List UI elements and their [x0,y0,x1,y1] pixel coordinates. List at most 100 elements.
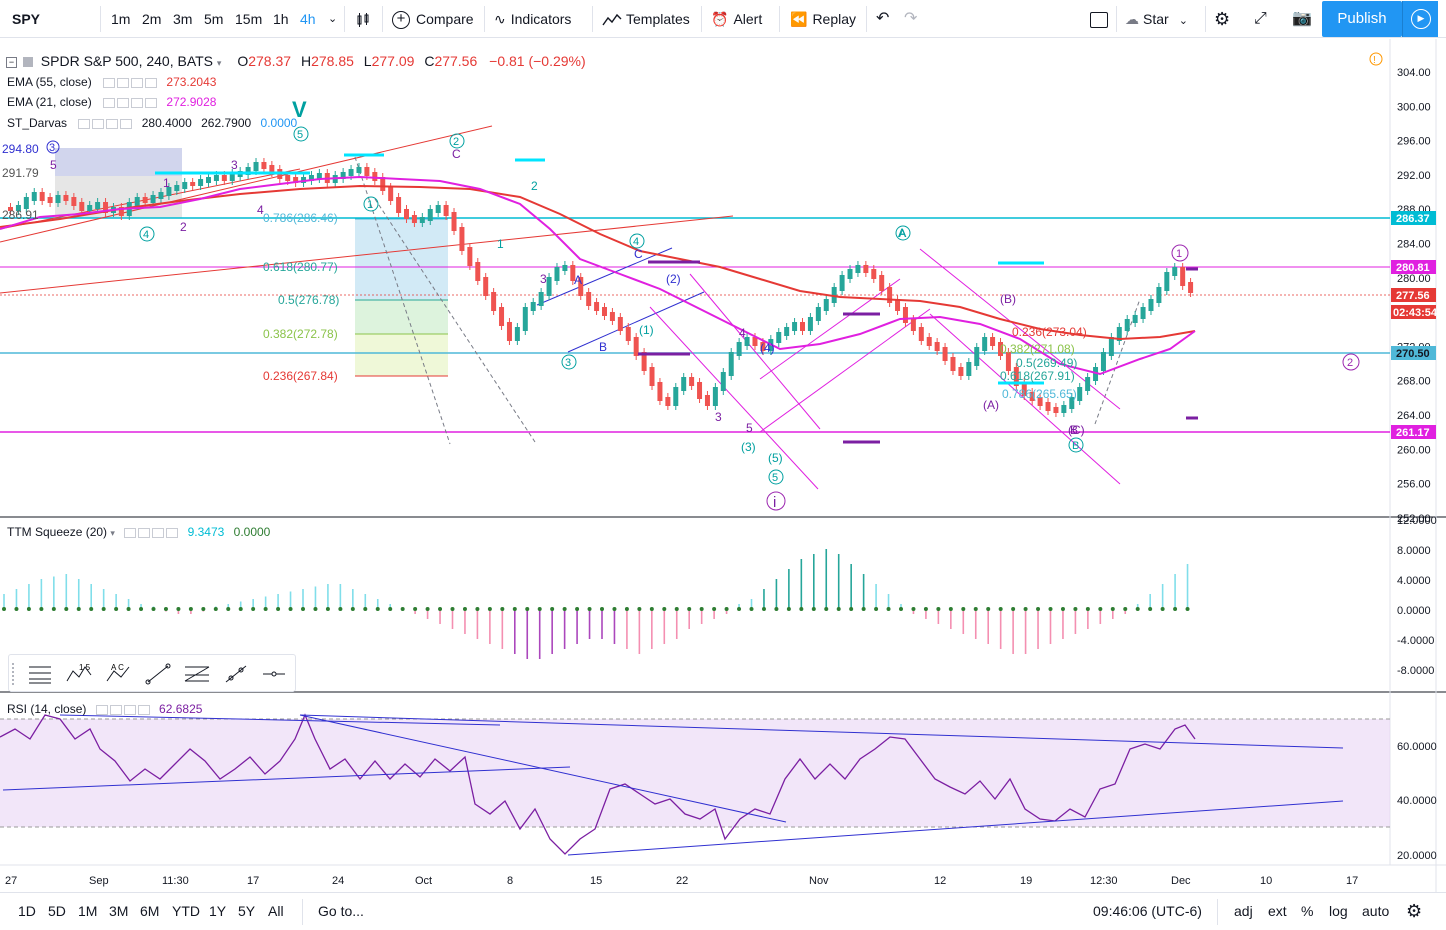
ema55-legend[interactable]: EMA (55, close) 273.2043 [7,75,217,89]
interval-5m[interactable]: 5m [204,11,224,27]
undo-icon[interactable]: ↶ [876,10,890,27]
magenta-channel[interactable] [649,306,819,490]
horizontal-line-icon[interactable] [261,663,287,685]
gear-icon[interactable]: ⚙ [1406,901,1423,921]
time-tick: 17 [1346,875,1358,887]
rsi-trendline[interactable] [567,800,1344,856]
candle [467,247,473,266]
camera-icon[interactable]: 📷 [1292,10,1312,27]
rsi-trendline[interactable] [299,714,1344,749]
interval-15m[interactable]: 15m [235,11,263,27]
squeeze-dot [263,607,268,611]
percent-toggle[interactable]: % [1301,903,1314,919]
main-legend[interactable]: − SPDR S&P 500, 240, BATS ▾ O278.37 H278… [6,53,586,69]
publish-menu-button[interactable]: ▶ [1402,1,1438,37]
squeeze-dot [948,607,953,611]
abc-wave-icon[interactable]: A C [105,663,133,685]
settings-boxes[interactable] [101,75,158,89]
squeeze-dot [400,607,405,611]
alert-button[interactable]: ⏰ Alert [711,11,763,27]
goto-button[interactable]: Go to... [318,903,364,919]
collapse-icon[interactable]: − [6,56,17,68]
fib-label: 0.382(272.78) [263,327,338,341]
elliott-wave-icon[interactable]: 1 5 [65,663,93,685]
trend-channel-lower[interactable] [0,215,734,294]
svg-text:5: 5 [772,472,778,484]
drawing-toolbar[interactable]: 1 5 A C [8,654,296,692]
interval-dropdown-icon[interactable]: ⌄ [328,13,338,25]
time-axis[interactable]: 27 Sep 11:30 17 24 Oct 8 15 22 Nov 12 19… [5,875,1358,887]
range-1y[interactable]: 1Y [209,903,227,919]
settings-boxes[interactable] [101,95,158,109]
chart-canvas[interactable]: V 5 3 1 2 4 3 A B C 1 2 3 4 5 A B C (1) … [0,39,1446,892]
publish-button[interactable]: Publish [1322,1,1402,37]
interval-3m[interactable]: 3m [173,11,193,27]
wave-label: 1 [497,237,504,251]
ray-icon[interactable] [223,663,249,685]
clock[interactable]: 09:46:06 (UTC-6) [1093,903,1202,919]
gear-icon[interactable]: ⚙ [1214,9,1231,29]
interval-2m[interactable]: 2m [142,11,162,27]
indicators-button[interactable]: ∿ Indicators [494,11,572,27]
fib-levels-icon[interactable] [27,663,53,685]
magenta-channel[interactable] [759,308,931,433]
dashed-projection [1094,298,1141,425]
ttm-legend[interactable]: TTM Squeeze (20) ▾ 9.3473 0.0000 [7,525,271,539]
interval-1m[interactable]: 1m [111,11,131,27]
rsi-trendline[interactable] [299,714,787,823]
fib-fan-icon[interactable] [183,663,211,685]
compare-button[interactable]: + Compare [392,0,474,38]
symbol-search[interactable]: SPY [12,11,41,27]
squeeze-dot [1036,607,1041,611]
range-all[interactable]: All [268,903,284,919]
range-1d[interactable]: 1D [18,903,36,919]
replay-button[interactable]: ⏪ Replay [790,11,857,27]
divider [779,6,780,32]
adj-toggle[interactable]: adj [1234,903,1253,919]
magenta-channel[interactable] [759,278,901,380]
candle [1108,337,1114,356]
range-6m[interactable]: 6M [140,903,160,919]
drag-handle-icon[interactable] [12,663,16,685]
fullscreen-box-icon[interactable] [1090,0,1108,38]
candle [1021,382,1027,396]
expand-icon[interactable]: ⤢ [1254,10,1267,27]
warning-icon[interactable] [1369,52,1383,66]
squeeze-dot [475,607,480,611]
rsi-trendline[interactable] [2,766,571,791]
rsi-trendline[interactable] [59,714,501,726]
range-5y[interactable]: 5Y [238,903,256,919]
magenta-channel[interactable] [689,273,821,430]
candle [1100,352,1106,371]
range-ytd[interactable]: YTD [172,903,200,919]
settings-boxes[interactable] [76,116,133,130]
range-3m[interactable]: 3M [109,903,129,919]
trend-line-mid[interactable] [0,168,301,230]
interval-1h[interactable]: 1h [273,11,289,27]
chevron-down-icon[interactable]: ▾ [110,528,115,538]
ema21-legend[interactable]: EMA (21, close) 272.9028 [7,95,217,109]
rsi-legend[interactable]: RSI (14, close) 62.6825 [7,702,203,716]
candle-style-icon[interactable] [355,0,371,38]
log-toggle[interactable]: log [1329,903,1348,919]
candle [554,267,560,281]
trend-channel-upper[interactable] [0,125,493,243]
settings-boxes[interactable] [122,525,179,539]
trend-line-icon[interactable] [145,663,171,685]
auto-toggle[interactable]: auto [1362,903,1390,919]
templates-button[interactable]: Templates [602,0,690,38]
magenta-channel[interactable] [929,313,1121,485]
ext-toggle[interactable]: ext [1268,903,1287,919]
settings-boxes[interactable] [94,702,150,716]
candlestick-series[interactable] [8,158,1194,417]
blue-channel[interactable] [536,247,673,306]
darvas-legend[interactable]: ST_Darvas 280.4000 262.7900 0.0000 [7,116,298,130]
star-button[interactable]: ☁ Star ⌄ [1125,11,1188,27]
interval-4h[interactable]: 4h [300,11,316,27]
range-1m[interactable]: 1M [78,903,98,919]
blue-channel[interactable] [567,291,705,353]
range-5d[interactable]: 5D [48,903,66,919]
chevron-down-icon[interactable]: ▾ [216,58,222,68]
redo-icon[interactable]: ↷ [904,10,918,27]
fib-labels: 0.786(286.46) 0.618(280.77) 0.5(276.78) … [263,211,1087,401]
